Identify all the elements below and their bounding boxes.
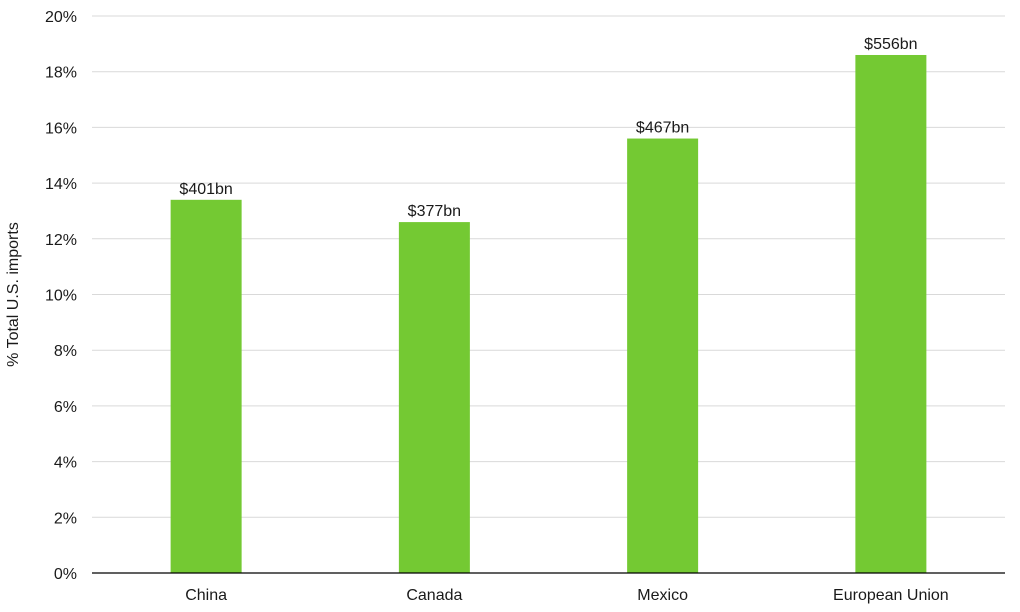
data-label: $556bn [864, 36, 917, 53]
y-tick-label: 0% [54, 566, 77, 583]
y-tick-label: 18% [45, 65, 77, 82]
data-label: $401bn [179, 181, 232, 198]
bar-china [170, 199, 242, 573]
x-axis-categories: China Canada Mexico European Union [185, 587, 948, 604]
data-label: $467bn [636, 120, 689, 137]
bar-canada [398, 222, 470, 573]
y-axis-ticks: 0% 2% 4% 6% 8% 10% 12% 14% 16% 18% 20% [45, 9, 77, 583]
bar-european-union [855, 54, 927, 574]
x-tick-label: Mexico [637, 587, 688, 604]
y-tick-label: 10% [45, 288, 77, 305]
x-tick-label: European Union [833, 587, 949, 604]
gridlines [92, 15, 1005, 518]
data-label: $377bn [408, 203, 461, 220]
x-tick-label: China [185, 587, 227, 604]
y-tick-label: 12% [45, 232, 77, 249]
data-labels: $401bn $377bn $467bn $556bn [179, 36, 917, 220]
y-tick-label: 16% [45, 120, 77, 137]
y-tick-label: 4% [54, 455, 77, 472]
x-tick-label: Canada [406, 587, 462, 604]
y-tick-label: 8% [54, 343, 77, 360]
y-tick-label: 6% [54, 399, 77, 416]
y-tick-label: 20% [45, 9, 77, 26]
y-axis-title: % Total U.S. imports [5, 222, 22, 367]
bars [170, 54, 927, 574]
y-tick-label: 2% [54, 510, 77, 527]
y-tick-label: 14% [45, 176, 77, 193]
bar-mexico [627, 138, 699, 574]
